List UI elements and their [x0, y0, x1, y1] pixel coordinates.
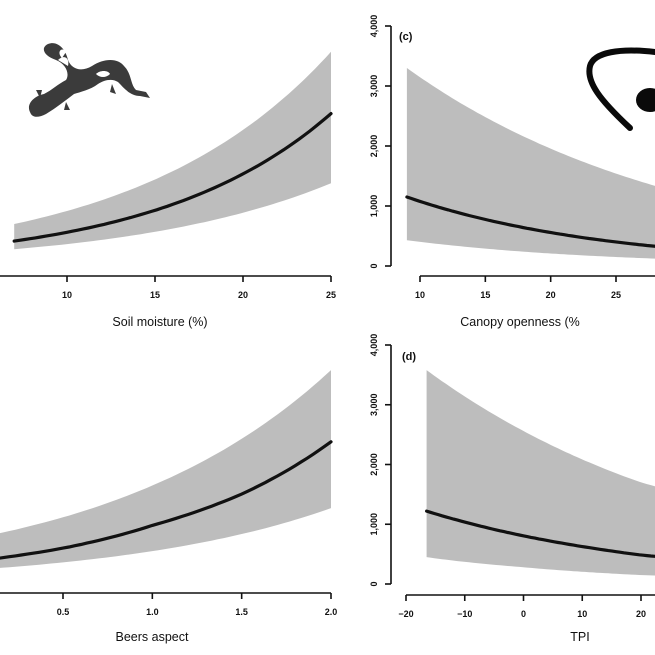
- y-tick-label: 0: [369, 581, 379, 586]
- mean-line: [405, 195, 655, 248]
- x-tick-label: 10: [62, 290, 72, 300]
- panel-d: −20 −10 0 10 20 TPI 0 1,000 2,000 3,000 4,000 (d): [369, 334, 655, 644]
- x-tick-label: 0: [521, 609, 526, 619]
- x-tick-label: 0.5: [57, 607, 70, 617]
- x-tick-label: 20: [238, 290, 248, 300]
- panel-label: (d): [402, 351, 416, 363]
- x-tick-label: 25: [326, 290, 336, 300]
- mean-line: [425, 509, 655, 558]
- panel-c: 10 15 20 25 Canopy openness (% 0 1,000 2,000 3,0…: [369, 15, 655, 329]
- mean-line: [0, 440, 333, 560]
- x-tick-label: 1.0: [146, 607, 159, 617]
- x-tick-label: 2.0: [325, 607, 338, 617]
- salamander-icon: [586, 47, 655, 131]
- x-axis-title: Soil moisture (%): [112, 315, 207, 329]
- confidence-band: [0, 370, 331, 568]
- x-tick-label: 10: [577, 609, 587, 619]
- confidence-band: [406, 68, 655, 259]
- x-tick-label: 20: [636, 609, 646, 619]
- salamander-tail-gap: [58, 49, 69, 66]
- x-tick-label: 20: [546, 290, 556, 300]
- x-tick-label: −10: [457, 609, 472, 619]
- y-tick-label: 0: [369, 263, 379, 268]
- x-axis-title: Canopy openness (%: [460, 315, 580, 329]
- y-tick-label: 3,000: [369, 393, 379, 416]
- panel-label: (c): [399, 31, 413, 43]
- x-tick-label: 15: [480, 290, 490, 300]
- confidence-band: [14, 51, 331, 250]
- salamander-body: [28, 43, 151, 117]
- mean-line: [12, 111, 333, 243]
- y-tick-label: 3,000: [369, 75, 379, 98]
- x-tick-label: 1.5: [235, 607, 248, 617]
- panel-b: 0.5 1.0 1.5 2.0 Beers aspect: [0, 370, 337, 644]
- salamander-head: [636, 88, 655, 112]
- salamander-tail: [586, 47, 655, 131]
- y-tick-label: 1,000: [369, 513, 379, 536]
- salamander-gap: [96, 71, 110, 77]
- y-tick-label: 2,000: [369, 135, 379, 158]
- confidence-band: [426, 370, 655, 576]
- y-tick-label: 4,000: [369, 334, 379, 357]
- x-tick-label: 25: [611, 290, 621, 300]
- y-tick-label: 1,000: [369, 195, 379, 218]
- x-tick-label: 15: [150, 290, 160, 300]
- x-axis-title: TPI: [570, 630, 589, 644]
- y-tick-label: 2,000: [369, 453, 379, 476]
- panel-a: 10 15 20 25 Soil moisture (%): [0, 51, 336, 329]
- salamander-icon: [28, 43, 151, 117]
- x-axis-title: Beers aspect: [116, 630, 189, 644]
- y-tick-label: 4,000: [369, 15, 379, 38]
- x-tick-label: −20: [398, 609, 413, 619]
- x-tick-label: 10: [415, 290, 425, 300]
